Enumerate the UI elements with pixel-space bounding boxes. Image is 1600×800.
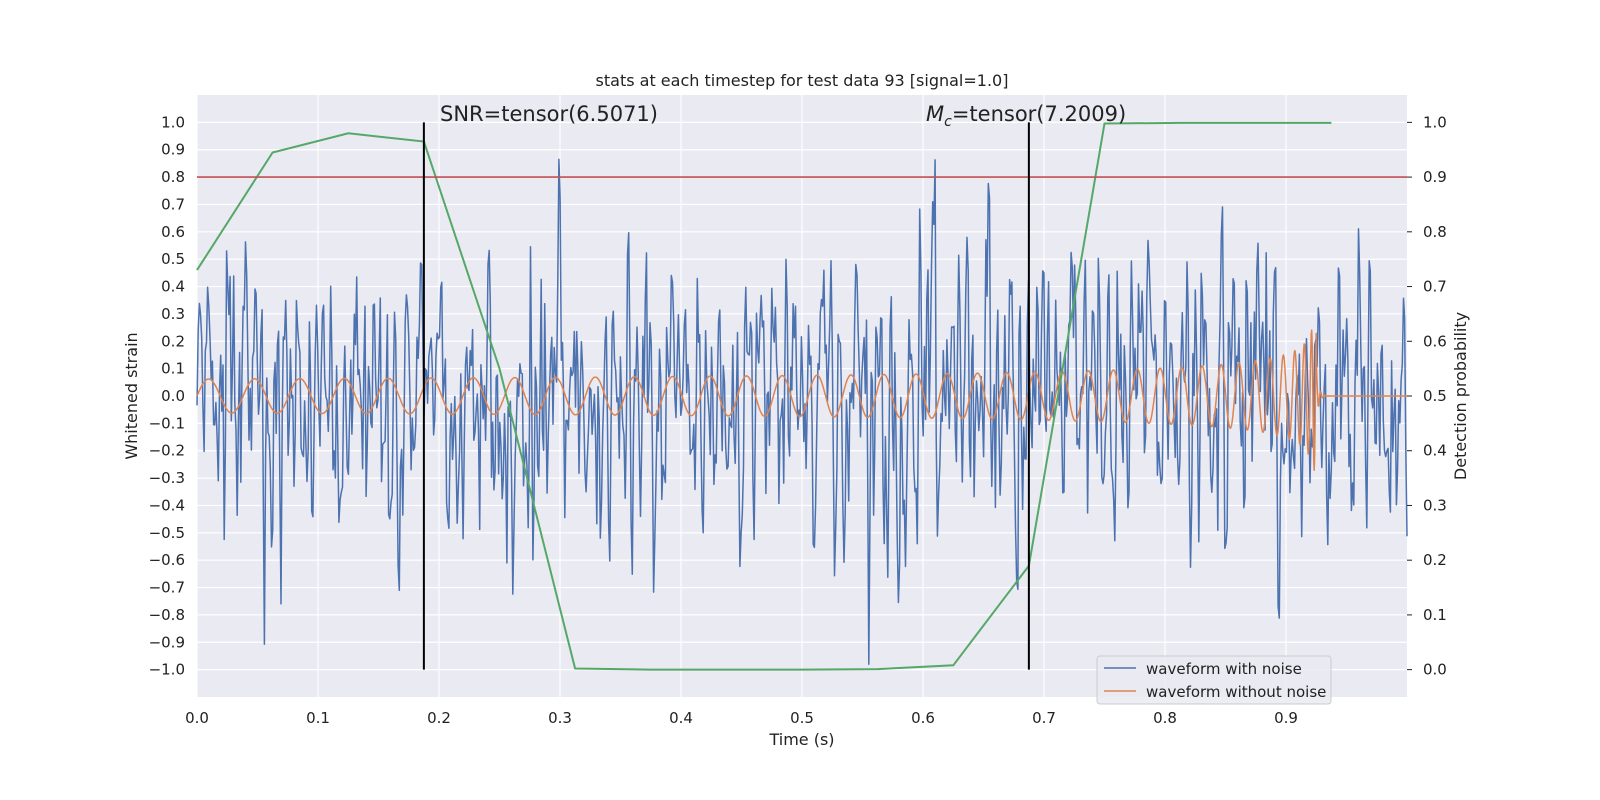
- chart-title: stats at each timestep for test data 93 …: [596, 71, 1009, 90]
- legend-box: [1096, 655, 1332, 705]
- legend: waveform with noise waveform without noi…: [1096, 655, 1332, 705]
- tick-layer: 0.0 0.1 0.2 0.3 0.4 0.5 0.6 0.7 0.8 0.9 1.0 0.9 0.8 0…: [149, 113, 1447, 727]
- y2-tick-label: 0.6: [1423, 332, 1447, 350]
- y-axis-label: Whitened strain: [122, 332, 141, 459]
- x-tick-label: 0.2: [427, 709, 451, 727]
- y-tick-label: 0.0: [161, 387, 185, 405]
- y-tick-label: −0.6: [149, 551, 185, 569]
- y-tick-label: −0.5: [149, 524, 185, 542]
- legend-label-clean: waveform without noise: [1146, 683, 1326, 701]
- y2-tick-label: 1.0: [1423, 113, 1447, 131]
- y-tick-label: −0.7: [149, 579, 185, 597]
- chirp-mass-symbol: M: [926, 102, 944, 126]
- y-tick-label: 0.8: [161, 168, 185, 186]
- overlay-layer: [196, 121, 1407, 671]
- x-tick-label: 0.5: [790, 709, 814, 727]
- chirp-mass-annotation: Mc=tensor(7.2009): [926, 102, 1126, 130]
- y2-tick-label: 0.4: [1423, 442, 1447, 460]
- legend-label-noise: waveform with noise: [1146, 660, 1302, 678]
- x-tick-label: 0.3: [548, 709, 572, 727]
- y2-tick-label: 0.3: [1423, 496, 1447, 514]
- series-layer: [196, 158, 1408, 665]
- series-waveform-without-noise: [196, 329, 1408, 471]
- x-tick-label: 0.1: [306, 709, 330, 727]
- y2-tick-label: 0.5: [1423, 387, 1447, 405]
- y-tick-label: 1.0: [161, 113, 185, 131]
- x-tick-label: 0.8: [1153, 709, 1177, 727]
- y-tick-label: 0.7: [161, 195, 185, 213]
- y-tick-label: −0.9: [149, 633, 185, 651]
- y-tick-label: −0.2: [149, 442, 185, 460]
- series-waveform-with-noise: [196, 158, 1408, 665]
- x-tick-label: 0.4: [669, 709, 693, 727]
- y-tick-label: −0.1: [149, 414, 185, 432]
- y-tick-label: −1.0: [149, 661, 185, 679]
- y-tick-label: 0.4: [161, 278, 185, 296]
- y-tick-label: −0.4: [149, 496, 185, 514]
- y2-axis-label: Detection probability: [1451, 312, 1470, 480]
- x-tick-label: 0.6: [911, 709, 935, 727]
- snr-annotation: SNR=tensor(6.5071): [440, 102, 658, 126]
- y-tick-label: 0.5: [161, 250, 185, 268]
- x-tick-label: 0.7: [1032, 709, 1056, 727]
- y-tick-label: 0.9: [161, 141, 185, 159]
- y-tick-label: 0.6: [161, 223, 185, 241]
- y-tick-label: 0.3: [161, 305, 185, 323]
- chirp-mass-subscript: c: [944, 114, 952, 130]
- y2-tick-label: 0.8: [1423, 223, 1447, 241]
- x-tick-label: 0.0: [185, 709, 209, 727]
- y2-tick-label: 0.9: [1423, 168, 1447, 186]
- y2-tick-label: 0.7: [1423, 278, 1447, 296]
- y-tick-label: −0.8: [149, 606, 185, 624]
- x-tick-label: 0.9: [1274, 709, 1298, 727]
- y2-tick-label: 0.1: [1423, 606, 1447, 624]
- series-detection-probability: [196, 121, 1332, 671]
- y-tick-label: −0.3: [149, 469, 185, 487]
- chirp-mass-value: =tensor(7.2009): [952, 102, 1126, 126]
- y2-tick-label: 0.0: [1423, 661, 1447, 679]
- y2-tick-label: 0.2: [1423, 551, 1447, 569]
- y-tick-label: 0.1: [161, 360, 185, 378]
- x-axis-label: Time (s): [768, 730, 834, 749]
- y-tick-label: 0.2: [161, 332, 185, 350]
